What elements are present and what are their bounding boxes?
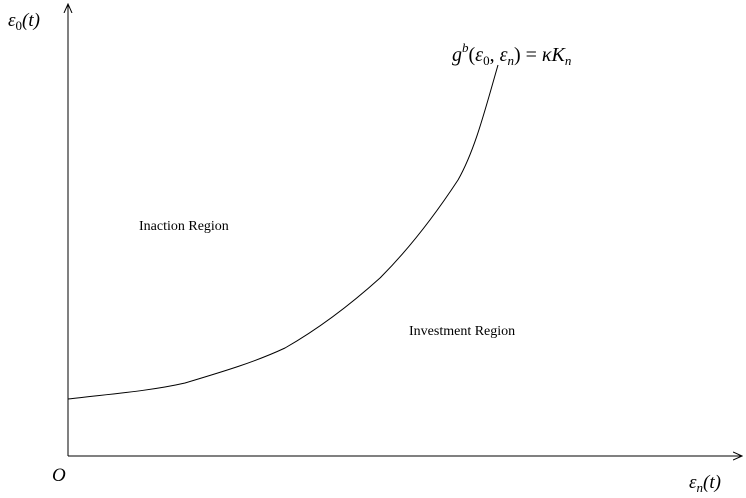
x-axis-label: εn(t) [689,472,721,495]
curve-label: gb(ε0, εn) = κKn [452,40,571,68]
investment-boundary-curve [68,65,498,399]
origin-label: O [52,465,66,486]
inaction-region-label: Inaction Region [139,219,229,234]
investment-region-label: Investment Region [409,324,515,339]
y-axis-label: ε0(t) [8,10,40,33]
